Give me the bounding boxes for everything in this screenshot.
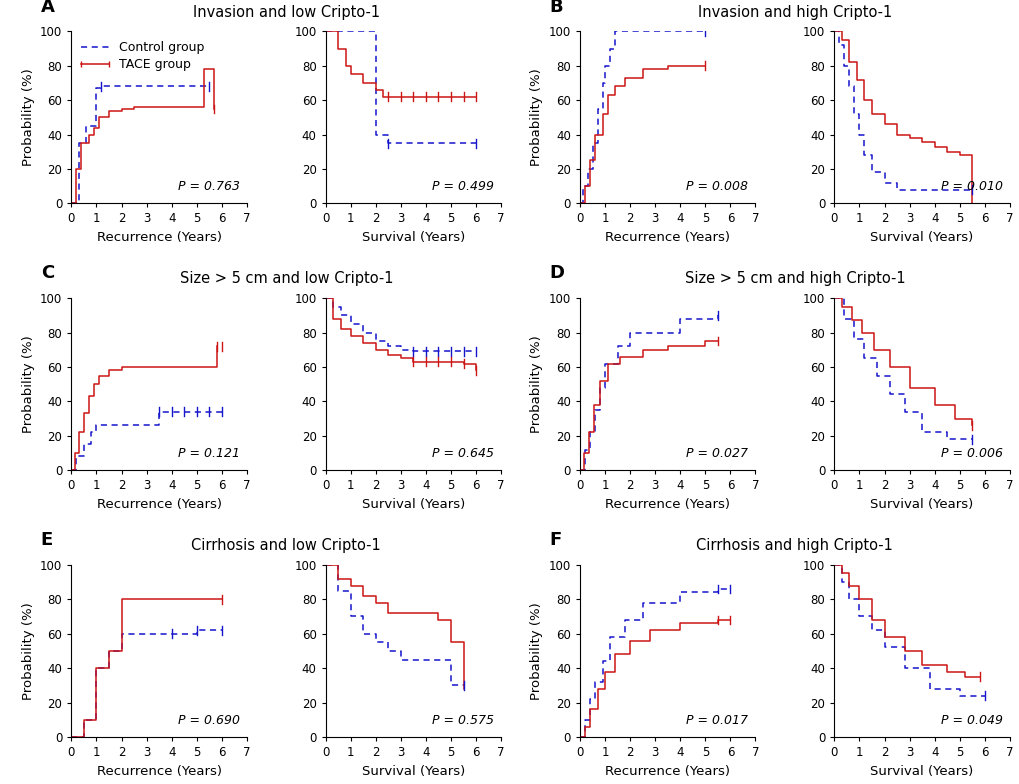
X-axis label: Survival (Years): Survival (Years) [869,498,973,511]
Text: P = 0.575: P = 0.575 [432,713,493,727]
X-axis label: Survival (Years): Survival (Years) [362,231,465,244]
Text: P = 0.121: P = 0.121 [177,447,239,460]
Y-axis label: Probability (%): Probability (%) [530,68,543,166]
Y-axis label: Probability (%): Probability (%) [21,336,35,433]
Y-axis label: Probability (%): Probability (%) [530,336,543,433]
X-axis label: Recurrence (Years): Recurrence (Years) [97,498,221,511]
Text: E: E [41,532,53,549]
X-axis label: Recurrence (Years): Recurrence (Years) [97,764,221,778]
X-axis label: Survival (Years): Survival (Years) [869,764,973,778]
X-axis label: Recurrence (Years): Recurrence (Years) [604,231,730,244]
X-axis label: Survival (Years): Survival (Years) [869,231,973,244]
Text: Cirrhosis and low Cripto-1: Cirrhosis and low Cripto-1 [192,538,381,553]
Text: D: D [549,264,564,282]
Text: P = 0.008: P = 0.008 [686,180,748,193]
X-axis label: Recurrence (Years): Recurrence (Years) [604,764,730,778]
Text: P = 0.010: P = 0.010 [940,180,1002,193]
X-axis label: Survival (Years): Survival (Years) [362,498,465,511]
Text: P = 0.690: P = 0.690 [177,713,239,727]
Text: P = 0.645: P = 0.645 [432,447,493,460]
Y-axis label: Probability (%): Probability (%) [530,602,543,700]
Text: Size > 5 cm and high Cripto-1: Size > 5 cm and high Cripto-1 [684,271,904,286]
Text: P = 0.027: P = 0.027 [686,447,748,460]
Text: P = 0.763: P = 0.763 [177,180,239,193]
Text: P = 0.049: P = 0.049 [940,713,1002,727]
Text: P = 0.017: P = 0.017 [686,713,748,727]
Text: Cirrhosis and high Cripto-1: Cirrhosis and high Cripto-1 [696,538,893,553]
X-axis label: Survival (Years): Survival (Years) [362,764,465,778]
Text: B: B [549,0,562,16]
Y-axis label: Probability (%): Probability (%) [21,68,35,166]
Text: Invasion and high Cripto-1: Invasion and high Cripto-1 [697,5,892,20]
Text: Invasion and low Cripto-1: Invasion and low Cripto-1 [193,5,379,20]
Y-axis label: Probability (%): Probability (%) [21,602,35,700]
Text: A: A [41,0,55,16]
Text: P = 0.499: P = 0.499 [432,180,493,193]
Legend: Control group, TACE group: Control group, TACE group [77,38,208,74]
Text: C: C [41,264,54,282]
Text: Size > 5 cm and low Cripto-1: Size > 5 cm and low Cripto-1 [179,271,392,286]
X-axis label: Recurrence (Years): Recurrence (Years) [604,498,730,511]
Text: P = 0.006: P = 0.006 [940,447,1002,460]
Text: F: F [549,532,561,549]
X-axis label: Recurrence (Years): Recurrence (Years) [97,231,221,244]
